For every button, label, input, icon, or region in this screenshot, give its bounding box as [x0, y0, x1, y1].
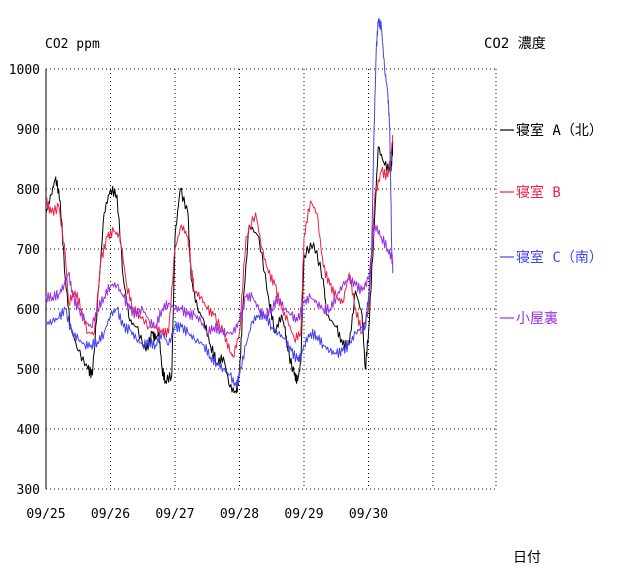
y-tick-label: 800: [17, 183, 40, 198]
legend-label: 小屋裏: [516, 310, 558, 327]
x-tick-label: 09/25: [26, 507, 65, 522]
y-tick-label: 900: [17, 123, 40, 138]
x-tick-label: 09/30: [349, 507, 388, 522]
y-tick-label: 1000: [9, 63, 40, 78]
y-tick-label: 700: [17, 243, 40, 258]
chart-title: CO2 濃度: [484, 36, 546, 52]
legend-label: 寝室 B: [516, 184, 561, 201]
series-layer: [45, 18, 394, 394]
x-tick-labels: 09/25 09/26 09/27 09/28 09/29 09/30: [26, 507, 388, 522]
x-tick-label: 09/29: [284, 507, 323, 522]
y-tick-label: 400: [17, 423, 40, 438]
y-tick-labels: 300 400 500 600 700 800 900 1000: [9, 63, 40, 498]
y-axis-label: CO2 ppm: [45, 37, 100, 52]
x-tick-label: 09/28: [220, 507, 259, 522]
series-line-2: [45, 134, 394, 358]
series-line-3: [45, 18, 394, 389]
x-tick-label: 09/26: [91, 507, 130, 522]
series-line-1: [45, 140, 394, 394]
legend: 寝室 A（北） 寝室 B 寝室 C（南） 小屋裏: [500, 122, 603, 327]
legend-label: 寝室 A（北）: [516, 122, 603, 139]
y-tick-label: 500: [17, 363, 40, 378]
y-tick-label: 300: [17, 483, 40, 498]
y-tick-label: 600: [17, 303, 40, 318]
x-tick-label: 09/27: [155, 507, 194, 522]
series-line-4: [45, 224, 394, 338]
x-axis-label: 日付: [513, 550, 541, 566]
legend-label: 寝室 C（南）: [516, 249, 603, 266]
